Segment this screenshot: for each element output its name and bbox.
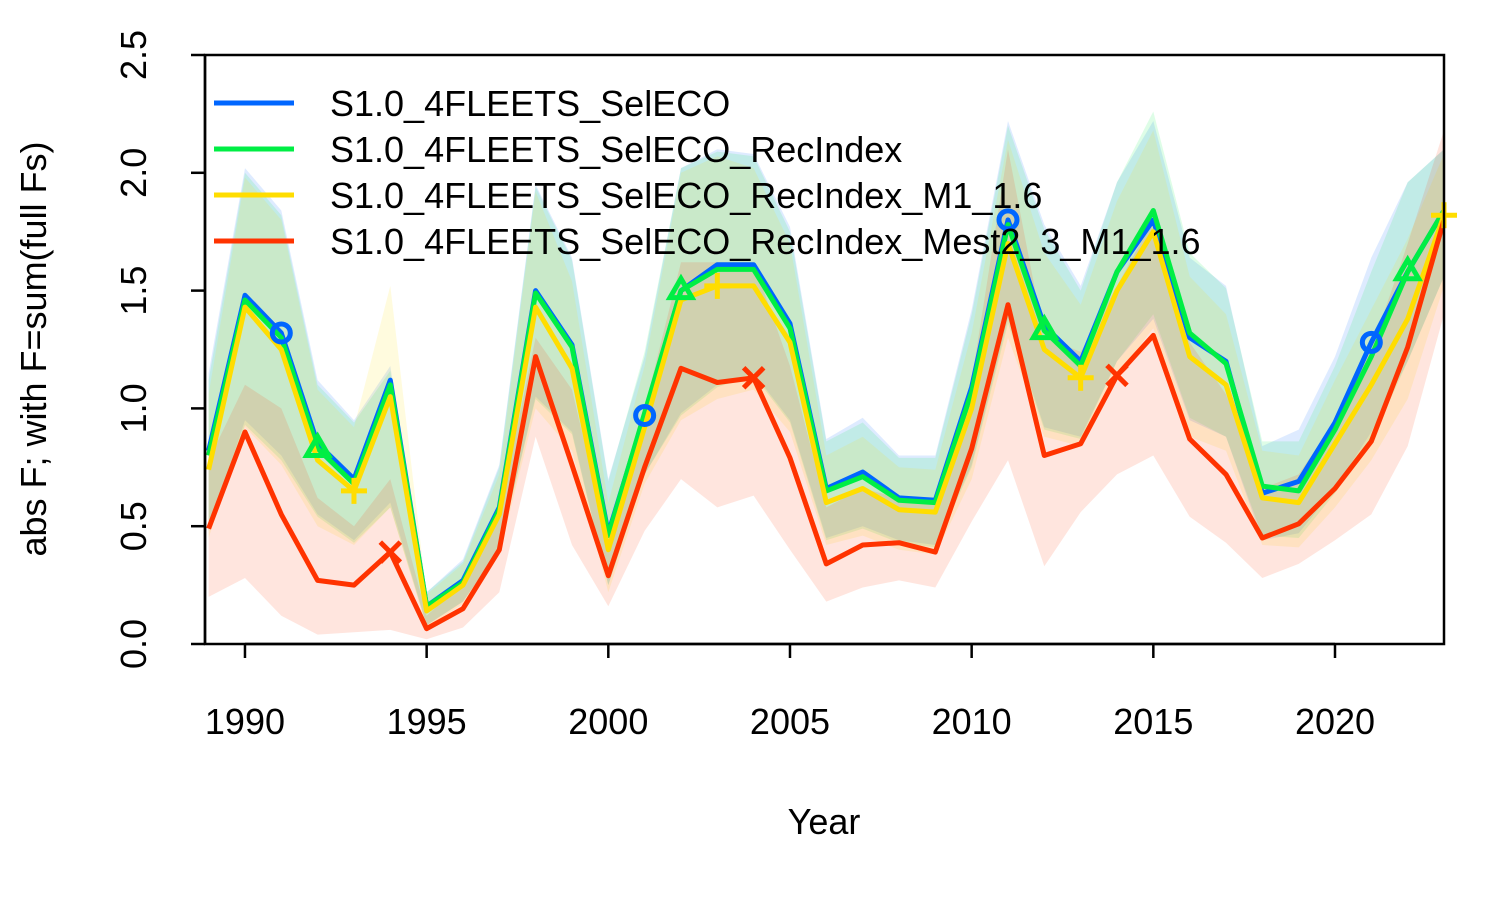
x-tick-label: 2005 [750, 701, 830, 742]
legend-label: S1.0_4FLEETS_SelECO_RecIndex_Mest2_3_M1_… [330, 221, 1201, 262]
x-tick-label: 1995 [387, 701, 467, 742]
legend-item-2: S1.0_4FLEETS_SelECO_RecIndex [214, 129, 902, 170]
x-tick-label: 2020 [1295, 701, 1375, 742]
x-tick-label: 2000 [568, 701, 648, 742]
y-axis: 0.0 0.5 1.0 1.5 2.0 2.5 [113, 30, 207, 669]
marker-series-2-2002 [665, 273, 697, 301]
marker-series-1-2021 [1359, 330, 1383, 354]
x-axis: 1990 1995 2000 2005 2010 2015 2020 [205, 642, 1375, 742]
line-series-4 [206, 219, 1444, 632]
marker-series-2-2012 [1028, 313, 1060, 341]
legend-item-4: S1.0_4FLEETS_SelECO_RecIndex_Mest2_3_M1_… [214, 221, 1201, 262]
band-series-3 [208, 130, 1444, 628]
series-lines [206, 208, 1444, 632]
y-axis-label: abs F; with F=sum(full Fs) [13, 141, 54, 556]
x-tick-label: 1990 [205, 701, 285, 742]
legend-item-1: S1.0_4FLEETS_SelECO [214, 83, 730, 124]
marker-series-4-2014 [1105, 363, 1129, 388]
marker-series-2-2022 [1392, 254, 1424, 282]
marker-series-1-1991 [269, 321, 293, 345]
marker-series-2-1992 [302, 431, 333, 458]
marker-series-3-2003 [704, 272, 731, 299]
y-tick-label: 2.5 [113, 30, 154, 80]
y-tick-label: 1.0 [113, 383, 154, 433]
marker-series-4-1994 [378, 540, 403, 564]
legend-label: S1.0_4FLEETS_SelECO_RecIndex [330, 129, 902, 170]
x-tick-label: 2015 [1113, 701, 1193, 742]
y-tick-label: 1.5 [113, 266, 154, 316]
legend-label: S1.0_4FLEETS_SelECO [330, 83, 730, 124]
marker-series-3-2013 [1067, 364, 1094, 391]
marker-series-1-2011 [996, 208, 1020, 232]
legend: S1.0_4FLEETS_SelECO S1.0_4FLEETS_SelECO_R… [214, 83, 1201, 262]
y-tick-label: 0.5 [113, 501, 154, 551]
legend-label: S1.0_4FLEETS_SelECO_RecIndex_M1_1.6 [330, 175, 1042, 216]
marker-series-4-2004 [741, 366, 766, 390]
marker-series-3-1993 [340, 477, 367, 504]
y-tick-label: 0.0 [113, 619, 154, 669]
x-axis-label: Year [788, 801, 861, 842]
y-tick-label: 2.0 [113, 148, 154, 198]
line-series-3 [206, 214, 1444, 614]
marker-series-1-2001 [633, 403, 657, 427]
x-tick-label: 2010 [932, 701, 1012, 742]
legend-item-3: S1.0_4FLEETS_SelECO_RecIndex_M1_1.6 [214, 175, 1042, 216]
